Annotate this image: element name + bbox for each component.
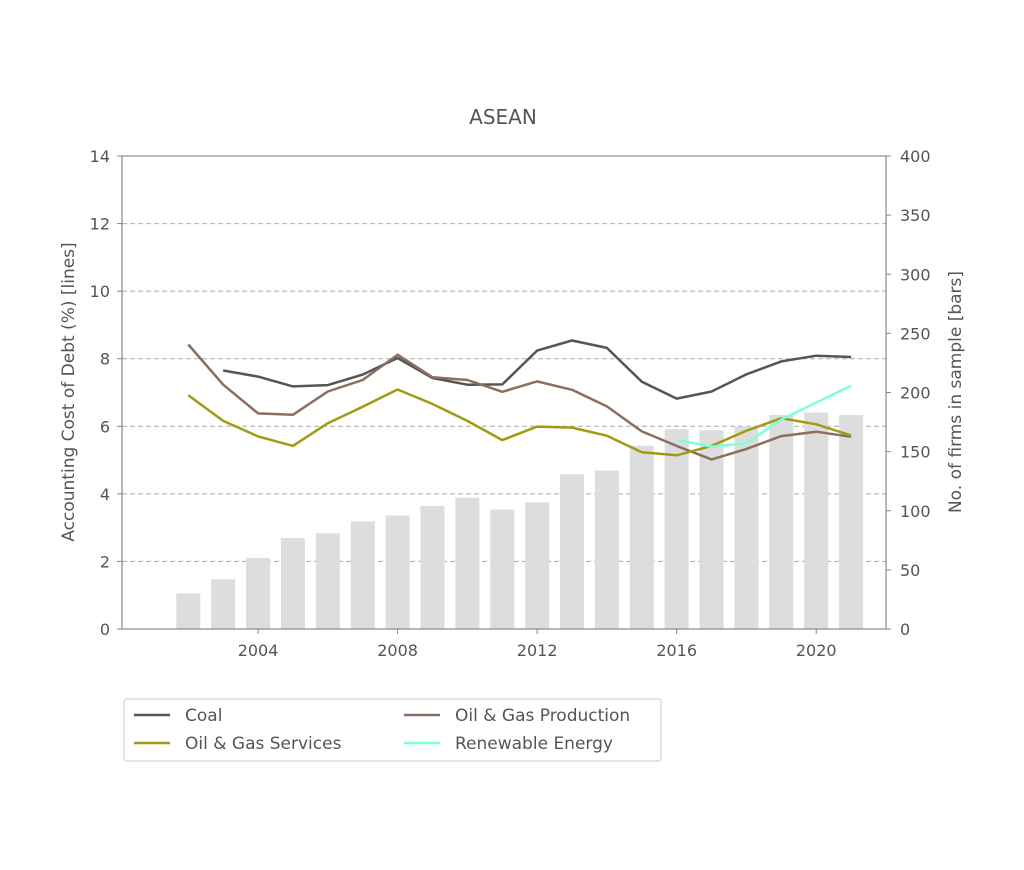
bar [176, 593, 201, 629]
y-left-tick-label: 4 [100, 485, 110, 504]
y-axis-left-label: Accounting Cost of Debt (%) [lines] [59, 242, 79, 541]
y-right-tick-label: 150 [900, 443, 931, 462]
bar [699, 430, 724, 629]
y-left-tick-label: 14 [90, 147, 110, 166]
bar [350, 521, 375, 629]
bar [315, 533, 340, 629]
y-axis-right-label: No. of firms in sample [bars] [946, 271, 966, 513]
y-right-tick-label: 250 [900, 324, 931, 343]
y-right-tick-label: 350 [900, 206, 931, 225]
legend-label: Coal [185, 706, 222, 726]
y-left-tick-label: 2 [100, 552, 110, 571]
y-left-tick-label: 8 [100, 350, 110, 369]
legend-frame [123, 698, 662, 762]
bar [839, 414, 864, 629]
bar [594, 470, 619, 629]
x-tick-label: 2020 [796, 641, 837, 660]
y-right-tick-label: 0 [900, 620, 910, 639]
x-tick-label: 2008 [377, 641, 418, 660]
bar [211, 579, 236, 629]
y-left-tick-label: 0 [100, 620, 110, 639]
chart-title: ASEAN [469, 105, 537, 129]
tick-labels: 2004 2008 2012 2016 2020 0 2 4 6 8 10 12 14 0 50 100 150… [90, 147, 931, 660]
y-right-tick-label: 50 [900, 561, 920, 580]
series-lines [187, 339, 852, 461]
y-right-tick-label: 200 [900, 384, 931, 403]
legend-label: Oil & Gas Services [185, 734, 342, 754]
series-line-coal [222, 339, 852, 400]
bar [280, 537, 305, 629]
bars [176, 412, 864, 629]
series-line-oil-gas-production [187, 343, 852, 461]
bar [246, 558, 271, 629]
series-line-oil-gas-services [187, 388, 852, 457]
bar [629, 445, 654, 629]
x-tick-label: 2016 [656, 641, 697, 660]
legend: Coal Oil & Gas Production Oil & Gas Servic… [123, 698, 662, 762]
bar [455, 497, 480, 629]
bar [490, 509, 515, 629]
bar [804, 412, 829, 629]
x-tick-label: 2012 [517, 641, 558, 660]
bar [525, 502, 550, 629]
x-tick-label: 2004 [238, 641, 279, 660]
y-right-tick-label: 400 [900, 147, 931, 166]
legend-label: Oil & Gas Production [455, 706, 630, 726]
bar [769, 414, 794, 629]
bar [664, 429, 689, 629]
y-right-tick-label: 100 [900, 502, 931, 521]
bar [734, 426, 759, 629]
y-left-tick-label: 12 [90, 215, 110, 234]
legend-label: Renewable Energy [455, 734, 613, 754]
series-line-renewable-energy [676, 384, 852, 448]
y-right-tick-label: 300 [900, 265, 931, 284]
bar [420, 506, 445, 629]
bar [385, 515, 410, 629]
y-left-tick-label: 10 [90, 282, 110, 301]
bar [560, 474, 585, 629]
y-left-tick-label: 6 [100, 417, 110, 436]
